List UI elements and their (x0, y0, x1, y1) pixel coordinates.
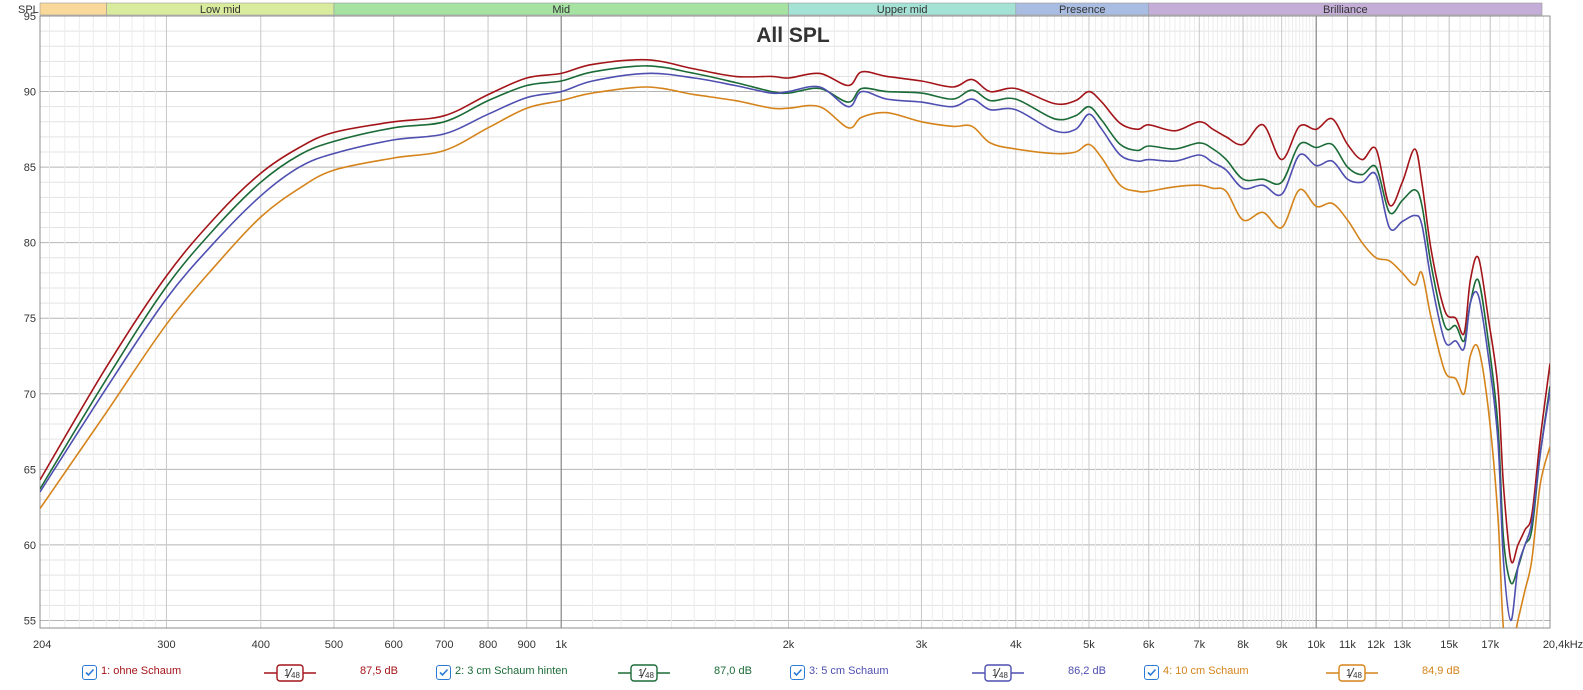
legend-level-value: 87,5 dB (360, 665, 398, 677)
y-tick-label: 60 (24, 540, 36, 552)
x-tick-label: 6k (1143, 639, 1155, 651)
smoothing-denominator: 48 (291, 671, 300, 680)
x-tick-label: 17k (1481, 639, 1499, 651)
smoothing-denominator: 48 (999, 671, 1008, 680)
plot-area (39, 15, 1551, 629)
band-1 (39, 2, 107, 16)
x-tick-label: 9k (1276, 639, 1288, 651)
y-tick-label: 90 (24, 87, 36, 99)
frequency-band-bar: Low mid Mid Upper mid Presence Brilliance (39, 2, 1543, 16)
x-tick-label: 5k (1083, 639, 1095, 651)
x-tick-label: 13k (1393, 639, 1411, 651)
x-tick-label: 600 (385, 639, 403, 651)
series-line-3 (40, 72, 1550, 622)
legend-checkbox[interactable] (82, 665, 97, 680)
y-axis: 95 90 85 80 75 70 65 60 55 (24, 11, 36, 627)
x-tick-label: 11k (1339, 639, 1356, 651)
legend-series-name: 1: ohne Schaum (101, 665, 182, 677)
legend-item-2: 2: 3 cm Schaum hinten 1 48 87,0 dB (0, 662, 1583, 684)
x-tick-label: 8k (1237, 639, 1249, 651)
smoothing-selector[interactable]: 1 48 (1326, 663, 1378, 683)
smoothing-numerator: 1 (284, 668, 290, 679)
checkmark-icon (793, 668, 803, 677)
x-tick-label: 15k (1440, 639, 1458, 651)
legend-checkbox[interactable] (790, 665, 805, 680)
series-line-1 (40, 58, 1550, 564)
y-tick-label: 55 (24, 615, 36, 627)
y-tick-label: 95 (24, 11, 36, 23)
smoothing-denominator: 48 (645, 671, 654, 680)
x-tick-label: 10k (1307, 639, 1325, 651)
legend-item-1: 1: ohne Schaum 1 48 87,5 dB (0, 662, 1583, 684)
y-tick-label: 65 (24, 464, 36, 476)
smoothing-selector[interactable]: 1 48 (264, 663, 316, 683)
y-axis-label: SPL (18, 4, 39, 16)
series-line-2 (40, 65, 1550, 585)
legend-series-name: 3: 5 cm Schaum (809, 665, 889, 677)
x-tick-label: 500 (325, 639, 343, 651)
legend-level-value: 87,0 dB (714, 665, 752, 677)
smoothing-numerator: 1 (992, 668, 998, 679)
grid (39, 15, 1550, 628)
y-tick-label: 70 (24, 389, 36, 401)
smoothing-numerator: 1 (1346, 668, 1352, 679)
x-tick-label: 800 (479, 639, 497, 651)
smoothing-numerator: 1 (638, 668, 644, 679)
series-lines (40, 58, 1550, 628)
checkmark-icon (85, 668, 95, 677)
checkmark-icon (1147, 668, 1157, 677)
band-label: Presence (1059, 4, 1105, 16)
x-tick-label: 300 (157, 639, 175, 651)
y-tick-label: 80 (24, 238, 36, 250)
x-tick-label: 3k (916, 639, 928, 651)
legend: 1: ohne Schaum 1 48 87,5 dB 2: 3 cm Schaum h… (0, 662, 1583, 686)
legend-checkbox[interactable] (436, 665, 451, 680)
band-6 (1148, 2, 1543, 16)
band-label: Brilliance (1323, 4, 1368, 16)
smoothing-denominator: 48 (1353, 671, 1362, 680)
band-label: Mid (552, 4, 570, 16)
legend-level-value: 84,9 dB (1422, 665, 1460, 677)
legend-checkbox[interactable] (1144, 665, 1159, 680)
x-tick-label: 700 (435, 639, 453, 651)
legend-item-3: 3: 5 cm Schaum 1 48 86,2 dB (0, 662, 1583, 684)
y-tick-label: 75 (24, 313, 36, 325)
x-tick-label: 12k (1367, 639, 1385, 651)
checkmark-icon (439, 668, 449, 677)
x-tick-label: 400 (252, 639, 270, 651)
band-label: Low mid (200, 4, 241, 16)
x-tick-label: 2k (783, 639, 795, 651)
x-axis-unit-label: 20,4kHz (1543, 639, 1583, 651)
x-tick-label: 204 (33, 639, 51, 651)
smoothing-selector[interactable]: 1 48 (618, 663, 670, 683)
legend-item-4: 4: 10 cm Schaum 1 48 84,9 dB (0, 662, 1583, 684)
spl-chart: SPL Low mid Mid Upper mid Presence Brillianc… (18, 2, 1583, 651)
legend-series-name: 4: 10 cm Schaum (1163, 665, 1249, 677)
x-tick-label: 7k (1193, 639, 1205, 651)
chart-title: All SPL (756, 24, 830, 47)
smoothing-selector[interactable]: 1 48 (972, 663, 1024, 683)
x-tick-label: 1k (555, 639, 567, 651)
legend-level-value: 86,2 dB (1068, 665, 1106, 677)
band-label: Upper mid (877, 4, 928, 16)
y-tick-label: 85 (24, 162, 36, 174)
series-line-4 (40, 86, 1550, 628)
legend-series-name: 2: 3 cm Schaum hinten (455, 665, 568, 677)
x-tick-label: 900 (518, 639, 536, 651)
x-tick-label: 4k (1010, 639, 1022, 651)
x-axis: 204 300 400 500 600 700 800 900 1k 2k 3k 4k 5k 6k 7k 8k… (33, 639, 1583, 651)
